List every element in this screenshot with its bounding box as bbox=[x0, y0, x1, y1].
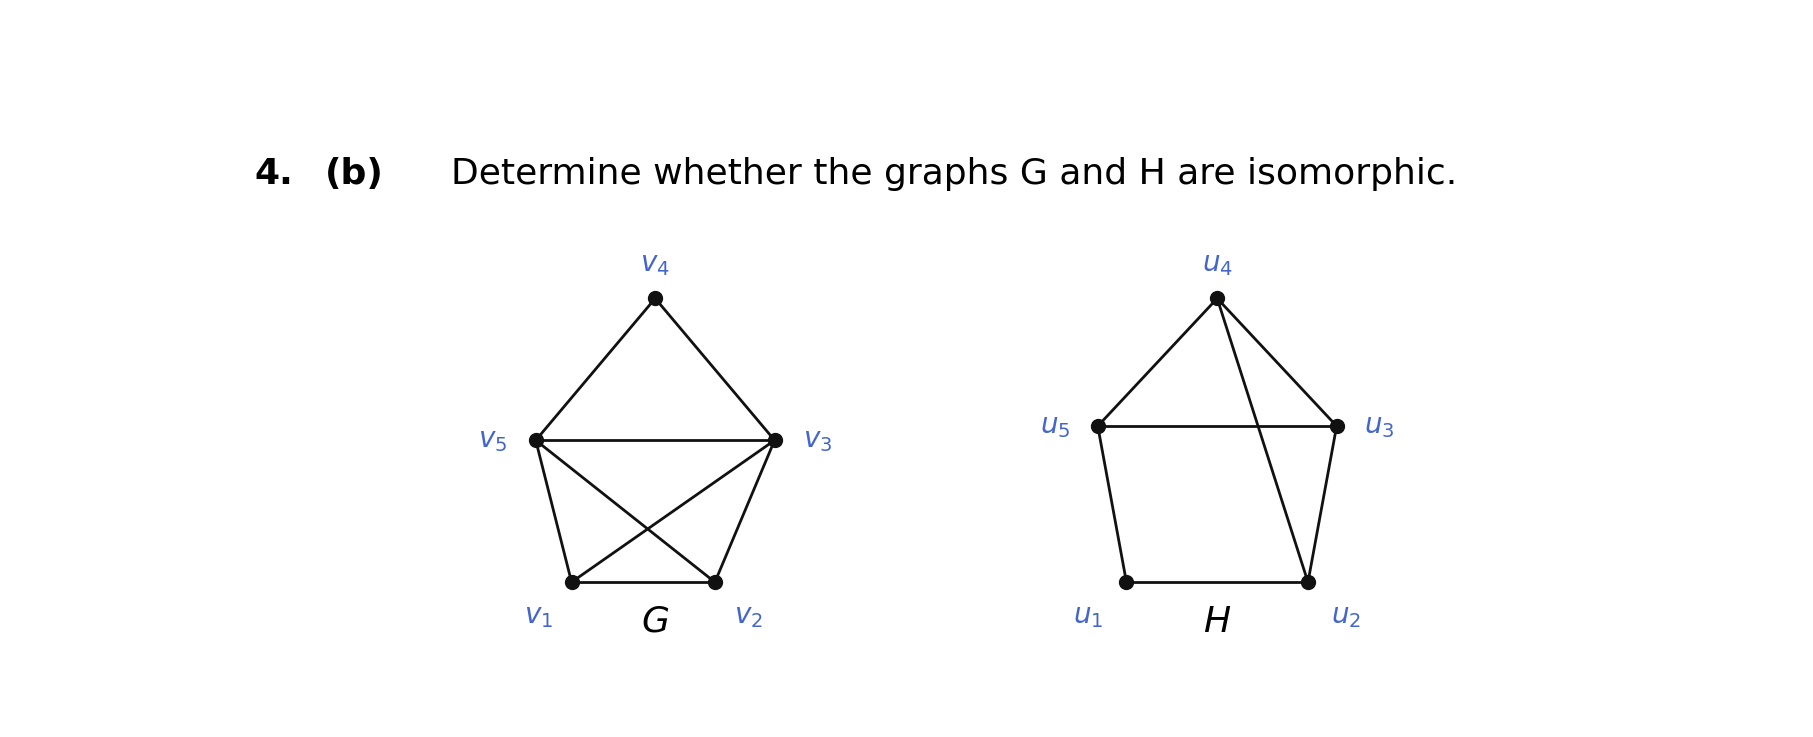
Text: 4.: 4. bbox=[254, 156, 294, 191]
Text: Determine whether the graphs G and H are isomorphic.: Determine whether the graphs G and H are… bbox=[451, 156, 1458, 191]
Text: $\mathit{G}$: $\mathit{G}$ bbox=[642, 605, 669, 639]
Text: $\mathit{v}_{1}$: $\mathit{v}_{1}$ bbox=[524, 602, 553, 630]
Text: $\mathit{v}_{2}$: $\mathit{v}_{2}$ bbox=[734, 602, 763, 630]
Text: $\mathit{u}_{2}$: $\mathit{u}_{2}$ bbox=[1331, 602, 1362, 630]
Text: $\mathit{u}_{3}$: $\mathit{u}_{3}$ bbox=[1365, 412, 1394, 440]
Text: $\mathit{v}_{5}$: $\mathit{v}_{5}$ bbox=[479, 426, 508, 454]
Text: $\mathit{v}_{4}$: $\mathit{v}_{4}$ bbox=[640, 251, 671, 279]
Text: $\mathit{u}_{1}$: $\mathit{u}_{1}$ bbox=[1073, 602, 1104, 630]
Text: $\mathit{v}_{3}$: $\mathit{v}_{3}$ bbox=[803, 426, 832, 454]
Text: $\mathit{u}_{5}$: $\mathit{u}_{5}$ bbox=[1039, 412, 1070, 440]
Text: $\mathit{H}$: $\mathit{H}$ bbox=[1204, 605, 1231, 639]
Text: $\mathit{u}_{4}$: $\mathit{u}_{4}$ bbox=[1202, 251, 1233, 279]
Text: (b): (b) bbox=[325, 156, 384, 191]
